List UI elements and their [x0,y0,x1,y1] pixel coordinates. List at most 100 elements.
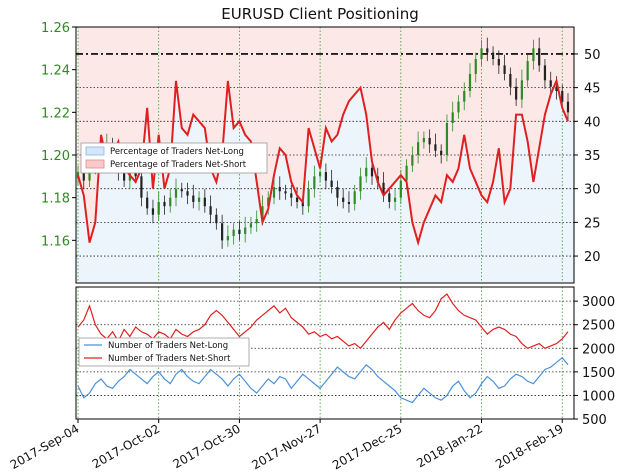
candle-body [388,193,391,202]
candle-body [549,80,552,87]
net-short-count-line [77,293,569,350]
price-tick-label: 1.18 [41,192,70,207]
price-legend: Percentage of Traders Net-Long Percentag… [80,142,268,174]
candle-body [261,206,264,219]
pct-tick-label: 35 [584,149,601,164]
candle-body [123,172,126,181]
candle-body [267,197,270,207]
pct-tick-label: 50 [584,48,601,63]
traders-count-panel-border [75,286,575,420]
candle-body [382,182,385,194]
traders-count-legend-box [78,337,250,367]
candle-body [468,73,472,91]
candle-body [284,191,287,194]
price-tick-label: 1.16 [41,234,70,249]
candle-body [353,191,356,205]
candle-body [503,65,506,74]
candle-body [324,172,327,181]
candle-body [555,86,558,91]
candle-body [405,165,408,181]
candle-body [163,201,166,207]
candle-body [295,197,299,202]
candle-body [186,191,189,196]
x-tick-label: 2017-Oct-02 [90,421,162,471]
candle-body [359,176,362,192]
candle-body [543,65,547,81]
price-tick-label: 1.22 [41,106,70,121]
pct-tick-label: 25 [584,216,601,231]
candle-body [209,206,212,215]
candle-body [330,180,333,187]
net-long-pct-area [76,80,574,283]
candle-body [457,101,460,113]
candle-body [445,123,449,155]
traders-count-panel: 500 1000 1500 2000 2500 3000 Number of Trader… [75,286,615,428]
price-panel: 1.161.181.201.221.241.26 20253035404550 … [41,21,601,284]
x-tick-label: 2017-Sep-04 [8,421,82,472]
candle-body [82,172,85,181]
candle-body [520,80,523,100]
candle-body [428,137,431,145]
candle-body [313,176,316,190]
candle-body [474,59,477,74]
traders-count-legend: Number of Traders Net-Long Number of Tra… [78,337,250,367]
legend-label-net-short-pct: Percentage of Traders Net-Short [110,160,247,170]
candle-body [566,101,570,113]
candle-body [463,91,466,102]
x-tick-label: 2017-Oct-30 [170,421,242,471]
candle-body [440,150,443,155]
candle-body [538,48,541,66]
pct-tick-label: 45 [584,82,601,97]
candle-body [422,137,425,143]
legend-label-net-long-pct: Percentage of Traders Net-Long [110,147,244,157]
pct-tick-label: 30 [584,183,601,198]
candle-body [480,48,483,59]
candle-body [526,61,529,81]
candle-body [278,187,281,192]
candle-body [319,172,322,177]
candle-body [491,52,495,59]
legend-swatch-net-long-pct [85,146,105,156]
count-tick-label: 2500 [582,319,615,334]
candle-body [451,112,454,123]
pct-tick-label: 40 [584,115,601,130]
chart-title: EURUSD Client Positioning [221,5,419,23]
candle-body [393,197,397,202]
candle-body [255,219,258,224]
candle-body [417,142,420,155]
candle-body [151,208,155,215]
candle-body [290,193,293,198]
candle-body [192,195,195,202]
candle-body [342,197,345,202]
candle-body [221,223,224,241]
count-tick-label: 1000 [582,389,615,404]
x-tick-label: 2017-Nov-27 [249,421,323,472]
count-tick-label: 3000 [582,295,615,310]
candle-body [226,236,229,241]
count-tick-label: 500 [582,413,607,428]
candle-body [532,48,535,62]
candle-body [249,223,253,228]
candle-body [486,48,489,53]
candle-body [336,187,339,198]
net-short-pct-area [76,27,574,243]
candle-body [180,189,183,192]
count-tick-label: 2000 [582,342,615,357]
price-tick-label: 1.26 [41,21,70,36]
x-axis: 2017-Sep-04 2017-Oct-02 2017-Oct-30 2017-No… [8,419,566,472]
price-legend-box [80,142,268,174]
candle-body [365,167,368,177]
candle-body [347,201,351,205]
candle-body [169,197,172,207]
candle-body [399,180,402,198]
price-tick-label: 1.20 [41,149,70,164]
candle-body [146,197,149,209]
candle-body [238,229,241,234]
candle-body [370,167,374,177]
candle-body [203,197,206,207]
pct-tick-label: 20 [584,250,601,265]
candle-body [301,201,304,207]
x-tick-label: 2017-Dec-25 [330,421,404,472]
legend-swatch-net-short-pct [85,159,105,169]
